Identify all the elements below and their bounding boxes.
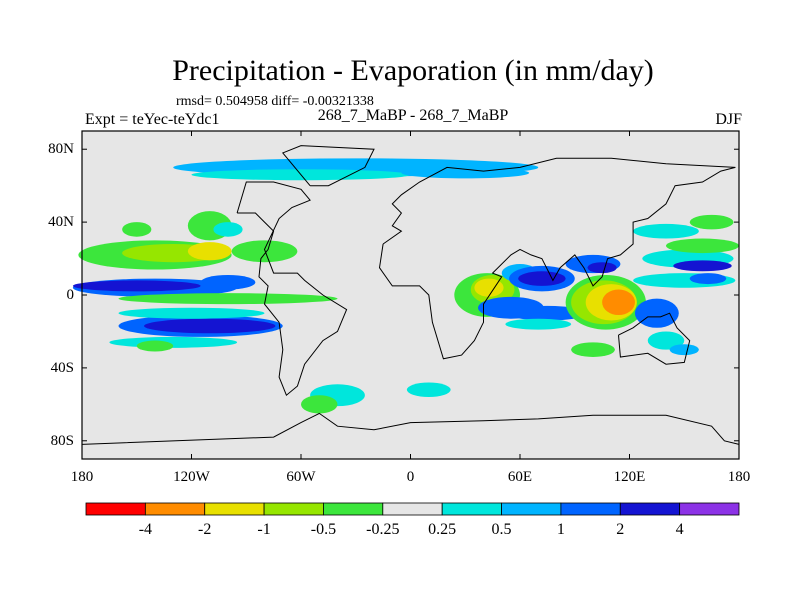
coastline-antarctica xyxy=(81,412,740,445)
stats-text: rmsd= 0.504958 diff= -0.00321338 xyxy=(176,94,374,109)
colorbar xyxy=(85,502,740,516)
field-contour-npac-east-green xyxy=(689,214,734,230)
field-contour-indochina-core xyxy=(587,262,617,274)
field-contour-npac-jet-max xyxy=(187,242,232,261)
field-contour-npac-cyan xyxy=(213,222,243,237)
field-layer xyxy=(72,131,739,459)
colorbar-swatch-9 xyxy=(619,502,681,516)
field-contour-npac-north-b xyxy=(122,222,152,237)
field-contour-tpac-dry-core xyxy=(72,280,201,292)
colorbar-level-label: 0.5 xyxy=(491,521,512,538)
field-contour-tpac-dry-east xyxy=(200,274,256,290)
colorbar-level-label: -2 xyxy=(198,521,212,538)
field-contour-japan-cyan xyxy=(633,223,699,239)
field-contour-tasman-blue xyxy=(669,344,699,356)
field-contour-maritime-red xyxy=(602,289,635,316)
y-tick-label: 0 xyxy=(66,287,75,303)
x-tick-label: 120E xyxy=(613,469,646,485)
colorbar-level-label: -0.5 xyxy=(310,521,337,538)
colorbar-level-label: -1 xyxy=(257,521,271,538)
x-tick-label: 180 xyxy=(727,469,751,485)
coastline-greenland xyxy=(281,145,375,187)
experiment-label: Expt = teYec-teYdc1 xyxy=(85,111,220,128)
colorbar-level-label: 0.25 xyxy=(428,521,457,538)
y-tick-label: 40S xyxy=(50,359,74,376)
colorbar-swatch-0 xyxy=(85,502,146,516)
field-contour-spac-north xyxy=(118,307,265,319)
field-contour-wpac-blue-b xyxy=(689,273,727,285)
colorbar-level-label: 1 xyxy=(556,521,565,538)
colorbar-swatch-8 xyxy=(560,502,621,516)
colorbar-level-label: -0.25 xyxy=(366,521,400,538)
y-tick-label: 40N xyxy=(48,214,74,231)
coastline-africa-eurasia xyxy=(378,157,736,360)
x-tick-label: 60W xyxy=(286,469,316,485)
colorbar-swatch-7 xyxy=(501,502,562,516)
colorbar-swatch-6 xyxy=(441,502,502,516)
comparison-label: 268_7_MaBP - 268_7_MaBP xyxy=(317,107,509,124)
colorbar-swatch-3 xyxy=(263,502,324,516)
field-contour-spac-core xyxy=(144,318,276,334)
colorbar-swatch-10 xyxy=(679,502,740,516)
field-contour-arabian-dry-core xyxy=(518,271,566,286)
x-tick-label: 0 xyxy=(406,469,415,485)
colorbar-level-label: 2 xyxy=(616,521,625,538)
field-contour-aus-cyan xyxy=(647,331,685,350)
colorbar-swatch-2 xyxy=(204,502,265,516)
field-contour-npac-jet-east xyxy=(231,240,298,263)
field-contour-spac-green xyxy=(136,340,174,352)
field-contour-wpac-green xyxy=(666,238,739,254)
x-tick-label: 60E xyxy=(507,469,533,485)
coastline-americas xyxy=(236,181,348,397)
coastline-layer xyxy=(81,145,740,445)
field-contour-io-south-cyan xyxy=(505,318,572,330)
y-tick-label: 80S xyxy=(50,432,74,449)
axis-ticks xyxy=(81,131,740,459)
field-contour-africa-orange xyxy=(474,278,504,297)
field-contour-eq-band xyxy=(118,293,338,305)
field-contour-satl-green xyxy=(301,395,338,414)
field-contour-satl-east xyxy=(406,382,451,398)
field-contour-spac-south xyxy=(109,336,238,348)
chart-title: Precipitation - Evaporation (in mm/day) xyxy=(172,54,654,87)
x-tick-label: 120W xyxy=(173,469,210,485)
field-contour-wpac-blue xyxy=(634,298,679,328)
x-tick-label: 180 xyxy=(70,469,94,485)
colorbar-swatch-4 xyxy=(323,502,384,516)
coastline-australia xyxy=(618,312,691,365)
field-contour-wpac-core xyxy=(673,260,732,272)
colorbar-swatch-5 xyxy=(382,502,443,516)
colorbar-swatch-1 xyxy=(144,502,206,516)
colorbar-level-label: -4 xyxy=(138,521,153,538)
field-contour-io-green xyxy=(571,342,615,357)
season-label: DJF xyxy=(715,111,742,128)
colorbar-level-label: 4 xyxy=(675,521,684,538)
y-tick-label: 80N xyxy=(48,141,74,158)
